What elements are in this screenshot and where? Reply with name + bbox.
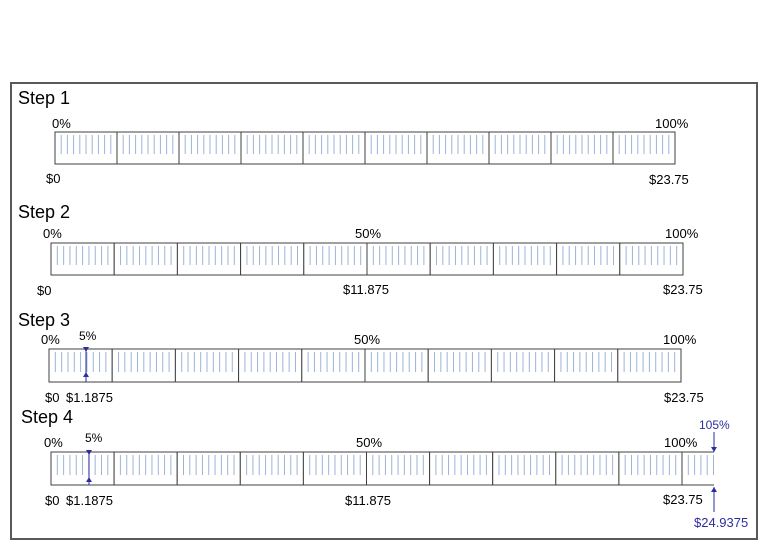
step-4-val-mid: $11.875: [345, 493, 391, 508]
step-3-pct-small: 5%: [79, 329, 97, 343]
step-2-pct-mid: 50%: [355, 226, 381, 241]
step-4-val-left: $0: [45, 493, 59, 508]
diagram-frame: [10, 82, 758, 540]
step-2-val-right: $23.75: [663, 282, 703, 297]
step-1-pct-right: 100%: [655, 116, 689, 131]
step-3-title: Step 3: [18, 310, 70, 330]
step-4-pct-mid: 50%: [356, 435, 382, 450]
step-3-val-left: $0: [45, 390, 59, 405]
step-2-val-left: $0: [37, 283, 51, 298]
step-4-title: Step 4: [21, 407, 73, 427]
step-4-pct-extra: 105%: [699, 418, 730, 432]
step-4-pct-right: 100%: [664, 435, 698, 450]
step-3-5pct-arrow-up: [83, 372, 89, 377]
step-4-5pct-arrow-up: [86, 477, 92, 482]
step-4-pct-small: 5%: [85, 431, 103, 445]
step-4-105-arrow: [711, 447, 717, 452]
step-2-val-mid: $11.875: [343, 282, 389, 297]
step-1-val-right: $23.75: [649, 172, 689, 187]
step-4-extra-value-arrow: [711, 487, 717, 492]
step-4-val-small: $1.1875: [66, 493, 113, 508]
step-3-pct-right: 100%: [663, 332, 697, 347]
step-1-val-left: $0: [46, 171, 60, 186]
step-4-val-extra: $24.9375: [694, 515, 748, 530]
step-3-val-right: $23.75: [664, 390, 704, 405]
step-2-pct-left: 0%: [43, 226, 62, 241]
step-3-pct-mid: 50%: [354, 332, 380, 347]
step-1-title: Step 1: [18, 88, 70, 108]
step-3-pct-left: 0%: [41, 332, 60, 347]
step-1-pct-left: 0%: [52, 116, 71, 131]
step-4-val-right: $23.75: [663, 492, 703, 507]
step-4-5pct-arrow-down: [86, 450, 92, 455]
step-4-pct-left: 0%: [44, 435, 63, 450]
step-3-5pct-arrow-down: [83, 347, 89, 352]
step-3-val-small: $1.1875: [66, 390, 113, 405]
step-2-pct-right: 100%: [665, 226, 699, 241]
step-2-title: Step 2: [18, 202, 70, 222]
